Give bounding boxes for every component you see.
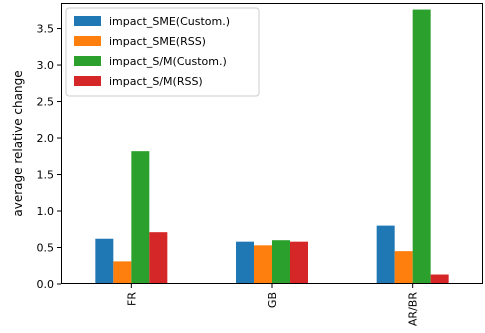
y-tick-label: 1.0 (37, 205, 55, 218)
plot-frame (61, 3, 483, 284)
bar-ar-br-series-2 (394, 251, 413, 284)
x-tick-label: GB (266, 292, 279, 308)
y-tick-label: 0.5 (37, 242, 55, 255)
bar-fr-series-3 (131, 151, 150, 284)
bar-ar-br-series-1 (376, 225, 395, 284)
legend-label: impact_S/M(Custom.) (109, 55, 227, 68)
legend-box (65, 7, 260, 97)
legend-label: impact_S/M(RSS) (109, 75, 203, 88)
legend-label: impact_SME(RSS) (109, 35, 206, 48)
bar-gb-series-4 (290, 241, 308, 284)
legend-swatch (74, 36, 101, 46)
bar-gb-series-3 (272, 240, 290, 284)
bar-fr-series-4 (149, 232, 168, 284)
y-tick-label: 3.0 (37, 59, 55, 72)
x-axis: FR GB AR/BR (125, 284, 420, 326)
legend-swatch (74, 76, 101, 86)
legend-swatch (74, 16, 101, 26)
y-tick-label: 2.0 (37, 132, 55, 145)
bar-ar-br-series-4 (430, 274, 449, 284)
y-tick-label: 2.5 (37, 96, 55, 109)
y-axis-label: average relative change (11, 70, 25, 216)
legend-swatch (74, 56, 101, 66)
bar-gb-series-1 (236, 241, 254, 284)
x-tick-label: AR/BR (407, 292, 420, 326)
y-tick-label: 1.5 (37, 169, 55, 182)
bar-ar-br-series-3 (412, 9, 431, 285)
bar-fr-series-2 (113, 261, 132, 284)
legend: impact_SME(Custom.) impact_SME(RSS)impact… (65, 7, 260, 97)
y-axis: 0.0 0.5 1.0 1.5 2.0 2.5 3.0 3.5 (37, 23, 61, 291)
x-tick-label: FR (125, 292, 138, 306)
y-tick-label: 0.0 (37, 278, 55, 291)
bar-gb-series-2 (254, 245, 272, 284)
bar-fr-series-1 (95, 238, 114, 284)
bars-group (95, 9, 449, 285)
y-tick-label: 3.5 (37, 23, 55, 36)
legend-label: impact_SME(Custom.) (109, 15, 230, 28)
